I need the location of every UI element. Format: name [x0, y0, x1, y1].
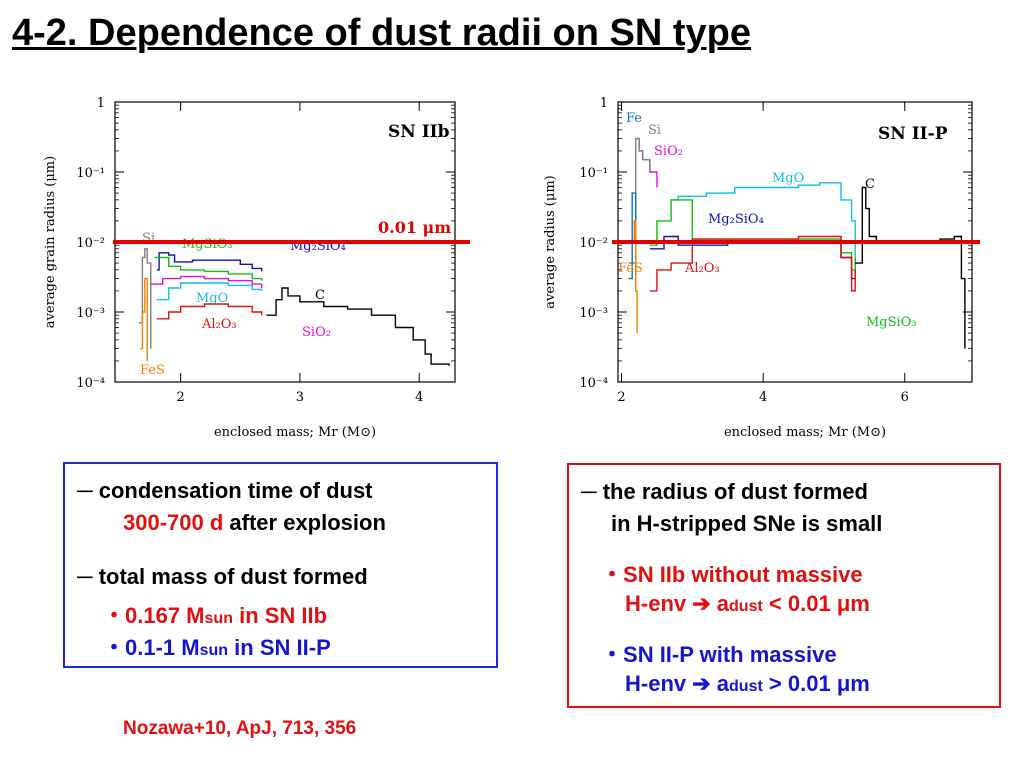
- series-label-al2o3: Al₂O₃: [684, 261, 720, 276]
- series-label-fes: FeS: [618, 261, 643, 276]
- series-line-fes: [632, 220, 638, 334]
- dot-4: ・: [601, 642, 624, 667]
- dash-1: ─: [77, 478, 93, 503]
- y-tick-label: 10⁻²: [579, 236, 608, 251]
- line-iib-henv: H-env ➔ adust < 0.01 μm: [625, 591, 870, 617]
- text-iip-with: SN II-P with massive: [623, 642, 837, 667]
- series-line-fe: [628, 192, 637, 280]
- page-title: 4-2. Dependence of dust radii on SN type: [12, 12, 752, 54]
- text-gt-001: > 0.01 μm: [762, 671, 870, 696]
- threshold-label: 0.01 μm: [378, 218, 451, 237]
- text-mass-iip: 0.1-1 M: [125, 635, 200, 660]
- bullet-condensation: ─ condensation time of dust: [77, 478, 373, 504]
- y-tick-label: 10⁻⁴: [76, 376, 105, 391]
- line-condensation-time: 300-700 d after explosion: [123, 510, 386, 536]
- text-lt-001: < 0.01 μm: [762, 591, 870, 616]
- line-mass-iip: ・0.1-1 Msun in SN II-P: [103, 630, 331, 662]
- series-line-sio2: [150, 275, 263, 288]
- x-tick-label: 6: [901, 390, 909, 405]
- series-label-c: C: [315, 288, 325, 303]
- dash-2: ─: [77, 564, 93, 589]
- series-line-al2o3: [156, 303, 263, 320]
- series-label-fe: Fe: [626, 111, 642, 126]
- summary-box-right: ─ the radius of dust formed in H-strippe…: [567, 463, 1001, 708]
- text-days: 300-700 d: [123, 510, 224, 535]
- chart-sn-iip: 1 10⁻¹ 10⁻² 10⁻³ 10⁻⁴ 2 4 6 enclosed mass; Mr (M…: [540, 90, 980, 450]
- series-label-mgo: MgO: [772, 171, 804, 186]
- x-tick-label: 3: [296, 390, 304, 405]
- series-line-al2o3: [649, 235, 856, 292]
- reference: Nozawa+10, ApJ, 713, 356: [123, 718, 357, 739]
- chart-sn-iib-svg: 1 10⁻¹ 10⁻² 10⁻³ 10⁻⁴ 2 3 4 enclosed mass; Mr (M…: [43, 96, 470, 440]
- text-sun-sub-1: sun: [204, 610, 233, 627]
- series-line-si: [138, 248, 152, 349]
- series-label-mgsio3: MgSiO₃: [182, 237, 233, 252]
- text-sun-sub-2: sun: [199, 642, 229, 659]
- series-line-c: [266, 287, 450, 366]
- y-tick-label: 1: [600, 96, 608, 111]
- dot-3: ・: [601, 562, 624, 587]
- bullet-total-mass: ─ total mass of dust formed: [77, 564, 368, 590]
- y-tick-label: 10⁻³: [579, 306, 608, 321]
- chart-sn-iib: 1 10⁻¹ 10⁻² 10⁻³ 10⁻⁴ 2 3 4 enclosed mass; Mr (M…: [40, 90, 470, 450]
- x-tick-label: 2: [617, 390, 625, 405]
- summary-box-left: ─ condensation time of dust 300-700 d af…: [63, 462, 498, 668]
- text-in-iib: in SN IIb: [232, 603, 328, 628]
- bullet-radius: ─ the radius of dust formed: [581, 479, 868, 505]
- x-tick-label: 2: [176, 390, 184, 405]
- series-label-sio2: SiO₂: [654, 144, 683, 159]
- line-iib-without: ・SN IIb without massive: [601, 557, 863, 589]
- text-henv-1: H-env ➔ a: [625, 591, 730, 616]
- text-after-explosion: after explosion: [223, 510, 386, 535]
- text-in-iip: in SN II-P: [228, 635, 331, 660]
- text-iib-without: SN IIb without massive: [623, 562, 863, 587]
- text-dust-sub-1: dust: [729, 598, 763, 615]
- dash-3: ─: [581, 479, 597, 504]
- y-tick-label: 10⁻²: [76, 236, 105, 251]
- x-tick-label: 4: [415, 390, 423, 405]
- chart-label-sn-iip: SN II-P: [878, 124, 948, 144]
- x-axis-label: enclosed mass; Mr (M⊙): [214, 425, 376, 440]
- series-line-mgsio3: [649, 199, 856, 271]
- line-mass-iib: ・0.167 Msun in SN IIb: [103, 598, 327, 630]
- line-h-stripped: in H-stripped SNe is small: [611, 511, 882, 537]
- series-label-sio2: SiO₂: [302, 325, 331, 340]
- series-label-mgo: MgO: [196, 291, 228, 306]
- text-dust-sub-2: dust: [729, 678, 763, 695]
- text-henv-2: H-env ➔ a: [625, 671, 730, 696]
- text-condensation: condensation time of dust: [98, 478, 373, 503]
- series-label-al2o3: Al₂O₃: [201, 317, 237, 332]
- dot-2: ・: [103, 635, 126, 660]
- y-tick-label: 10⁻¹: [579, 166, 608, 181]
- line-iip-henv: H-env ➔ adust > 0.01 μm: [625, 671, 870, 697]
- series-label-c: C: [865, 177, 875, 192]
- series-label-si: Si: [648, 123, 661, 138]
- series-line-mgo: [156, 282, 263, 301]
- y-tick-label: 10⁻⁴: [579, 376, 608, 391]
- series-label-mgsio3: MgSiO₃: [866, 315, 917, 330]
- y-tick-label: 10⁻¹: [76, 166, 105, 181]
- dot-1: ・: [103, 603, 126, 628]
- series-label-fes: FeS: [140, 363, 165, 378]
- line-iip-with: ・SN II-P with massive: [601, 637, 837, 669]
- text-radius: the radius of dust formed: [602, 479, 868, 504]
- series-line-mgsio3: [154, 256, 263, 281]
- y-axis-label: average radius (μm): [543, 175, 558, 308]
- text-total-mass: total mass of dust formed: [98, 564, 368, 589]
- text-mass-iib: 0.167 M: [125, 603, 205, 628]
- series-line-mgo: [671, 182, 856, 279]
- chart-sn-iip-svg: 1 10⁻¹ 10⁻² 10⁻³ 10⁻⁴ 2 4 6 enclosed mass; Mr (M…: [543, 96, 980, 440]
- text-h-stripped: in H-stripped SNe is small: [611, 511, 883, 536]
- y-tick-label: 1: [97, 96, 105, 111]
- series-line-fes: [140, 277, 148, 361]
- series-line-mg2sio4: [156, 252, 263, 272]
- y-axis-label: average grain radius (μm): [43, 156, 58, 328]
- x-tick-label: 4: [759, 390, 767, 405]
- series-label-mg2sio4: Mg₂SiO₄: [708, 212, 764, 227]
- x-axis-label: enclosed mass; Mr (M⊙): [724, 425, 886, 440]
- chart-label-sn-iib: SN IIb: [388, 122, 450, 142]
- y-tick-label: 10⁻³: [76, 306, 105, 321]
